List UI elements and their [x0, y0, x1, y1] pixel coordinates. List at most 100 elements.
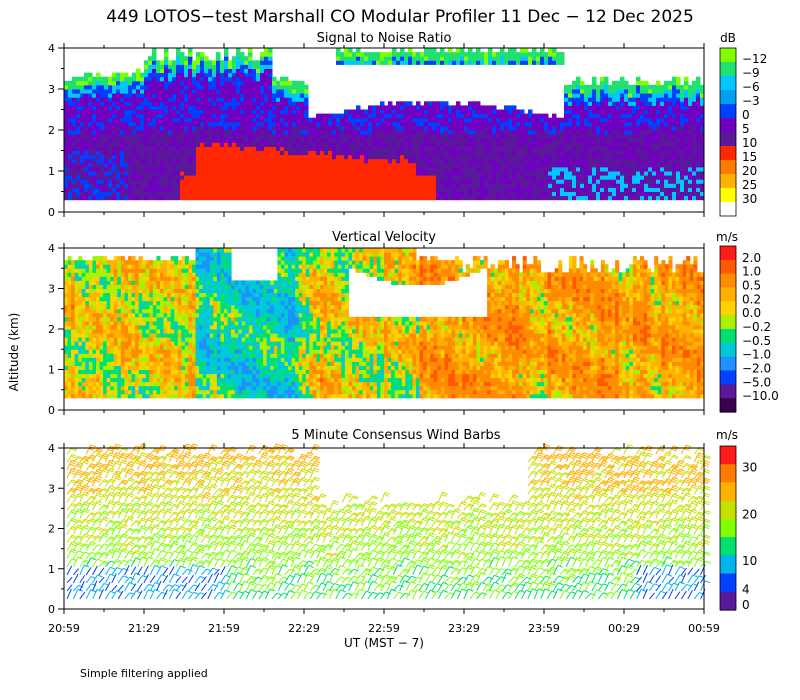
snr-cell — [564, 101, 569, 106]
snr-cell — [88, 101, 93, 106]
snr-cell — [392, 125, 397, 131]
snr-cell — [284, 121, 289, 127]
snr-cell — [656, 187, 661, 192]
snr-cell — [180, 121, 185, 127]
snr-cell — [560, 142, 565, 147]
snr-cell — [204, 97, 209, 102]
snr-cell — [264, 121, 269, 127]
snr-cell — [472, 117, 477, 123]
snr-cell — [428, 113, 433, 119]
snr-cell — [184, 84, 189, 90]
snr-cell — [564, 84, 569, 90]
snr-cell — [504, 121, 509, 127]
snr-cell — [116, 89, 121, 94]
snr-cell — [628, 195, 633, 201]
snr-cell — [268, 146, 273, 151]
snr-cell — [500, 121, 505, 127]
snr-cell — [408, 113, 413, 119]
snr-cell — [184, 68, 189, 74]
snr-cell — [484, 60, 489, 65]
snr-cell — [368, 179, 373, 184]
snr-cell — [360, 183, 365, 188]
snr-cell — [76, 158, 81, 164]
velocity-cell — [71, 320, 76, 326]
snr-cell — [216, 76, 221, 82]
colorbar-label: 10 — [742, 136, 757, 150]
snr-cell — [344, 187, 349, 192]
snr-cell — [320, 125, 325, 131]
snr-cell — [204, 109, 209, 115]
snr-cell — [408, 105, 413, 110]
snr-cell — [224, 150, 229, 156]
snr-cell — [580, 138, 585, 143]
snr-cell — [584, 187, 589, 192]
snr-cell — [576, 142, 581, 147]
snr-cell — [260, 64, 265, 69]
snr-cell — [140, 142, 145, 147]
snr-cell — [264, 187, 269, 192]
snr-cell — [336, 150, 341, 156]
snr-cell — [508, 60, 513, 65]
snr-cell — [576, 183, 581, 188]
snr-cell — [188, 72, 193, 78]
snr-cell — [592, 117, 597, 123]
snr-cell — [384, 138, 389, 143]
snr-cell — [628, 142, 633, 147]
snr-cell — [196, 166, 201, 172]
snr-cell — [676, 175, 681, 180]
snr-cell — [360, 130, 365, 135]
snr-cell — [236, 158, 241, 164]
snr-cell — [460, 179, 465, 184]
snr-cell — [108, 113, 113, 119]
snr-cell — [408, 138, 413, 143]
snr-cell — [616, 101, 621, 106]
snr-cell — [296, 154, 301, 160]
snr-cell — [580, 130, 585, 135]
snr-cell — [196, 89, 201, 94]
snr-cell — [672, 195, 677, 201]
snr-cell — [296, 191, 301, 197]
snr-cell — [304, 195, 309, 201]
snr-cell — [432, 121, 437, 127]
snr-cell — [628, 125, 633, 131]
snr-cell — [360, 166, 365, 172]
snr-cell — [476, 166, 481, 172]
snr-cell — [164, 64, 169, 69]
snr-cell — [340, 142, 345, 147]
snr-cell — [248, 195, 253, 201]
snr-cell — [696, 138, 701, 143]
snr-cell — [616, 187, 621, 192]
snr-cell — [72, 121, 77, 127]
snr-cell — [640, 150, 645, 156]
snr-cell — [460, 146, 465, 151]
velocity-cell — [71, 373, 76, 379]
snr-cell — [648, 130, 653, 135]
snr-cell — [188, 89, 193, 94]
velocity-cell — [67, 353, 72, 358]
snr-cell — [380, 113, 385, 119]
snr-cell — [660, 101, 665, 106]
snr-cell — [684, 191, 689, 197]
snr-cell — [496, 154, 501, 160]
snr-cell — [648, 154, 653, 160]
snr-cell — [212, 134, 217, 139]
snr-cell — [676, 134, 681, 139]
snr-cell — [540, 146, 545, 151]
snr-cell — [172, 179, 177, 184]
snr-cell — [244, 162, 249, 168]
snr-cell — [688, 117, 693, 123]
snr-cell — [348, 56, 353, 61]
snr-cell — [240, 72, 245, 78]
snr-cell — [216, 101, 221, 106]
snr-cell — [296, 93, 301, 98]
snr-cell — [180, 80, 185, 86]
velocity-cell — [81, 320, 86, 326]
snr-cell — [252, 187, 257, 192]
snr-cell — [464, 142, 469, 147]
snr-cell — [508, 154, 513, 160]
snr-cell — [420, 60, 425, 65]
snr-cell — [120, 130, 125, 135]
snr-cell — [428, 154, 433, 160]
snr-cell — [224, 64, 229, 69]
snr-cell — [224, 187, 229, 192]
